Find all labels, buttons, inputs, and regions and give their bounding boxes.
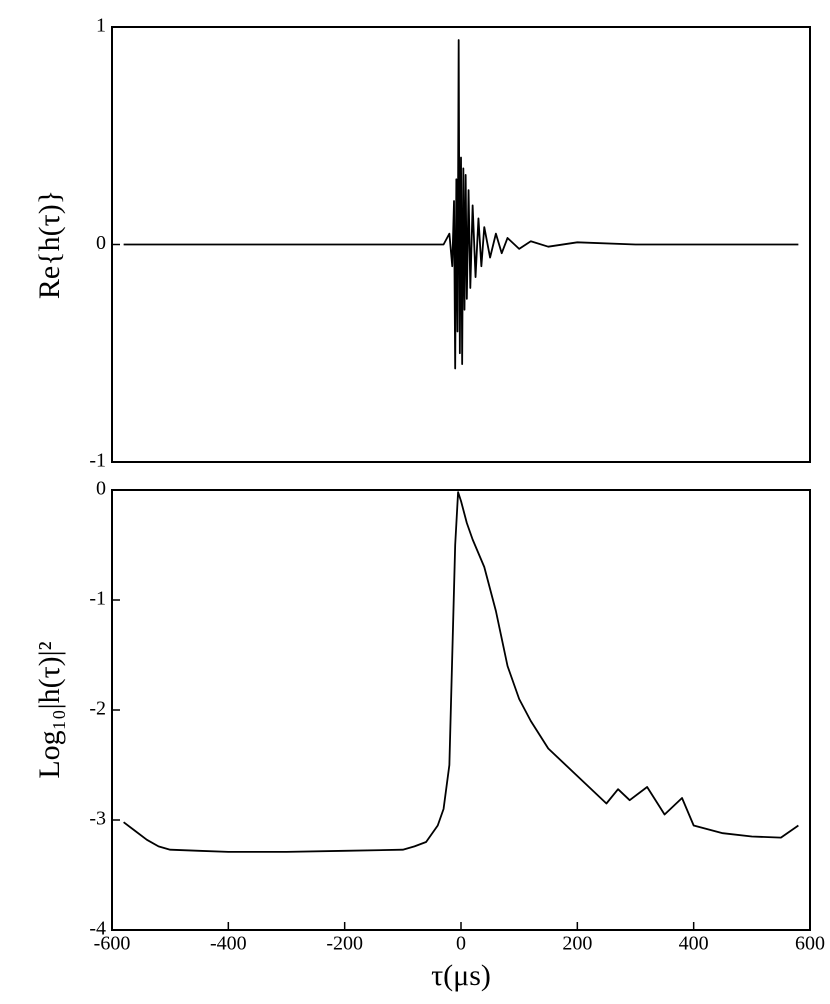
- x-tick-label: -400: [210, 933, 247, 955]
- x-tick-label: 0: [456, 933, 466, 955]
- x-axis-label: τ(μs): [431, 959, 491, 992]
- data-line: [123, 39, 799, 370]
- y-tick-label: -1: [89, 450, 106, 472]
- x-tick-label: 600: [795, 933, 825, 955]
- y-tick-label: 1: [96, 15, 106, 37]
- x-tick-label: 200: [562, 933, 592, 955]
- x-tick-label: -200: [326, 933, 363, 955]
- y-tick-label: 0: [96, 232, 106, 254]
- x-tick-label: 400: [679, 933, 709, 955]
- y-tick-label: -4: [89, 918, 106, 940]
- y-tick-label: -1: [89, 588, 106, 610]
- plot-frame: [111, 489, 811, 931]
- y-tick-label: -2: [89, 698, 106, 720]
- y-tick-label: 0: [96, 478, 106, 500]
- y-axis-label: Re{h(τ)}: [33, 190, 66, 299]
- y-axis-label: Log₁₀|h(τ)|²: [33, 641, 66, 778]
- y-tick-label: -3: [89, 808, 106, 830]
- data-line: [123, 491, 799, 853]
- x-tick-label: -600: [94, 933, 131, 955]
